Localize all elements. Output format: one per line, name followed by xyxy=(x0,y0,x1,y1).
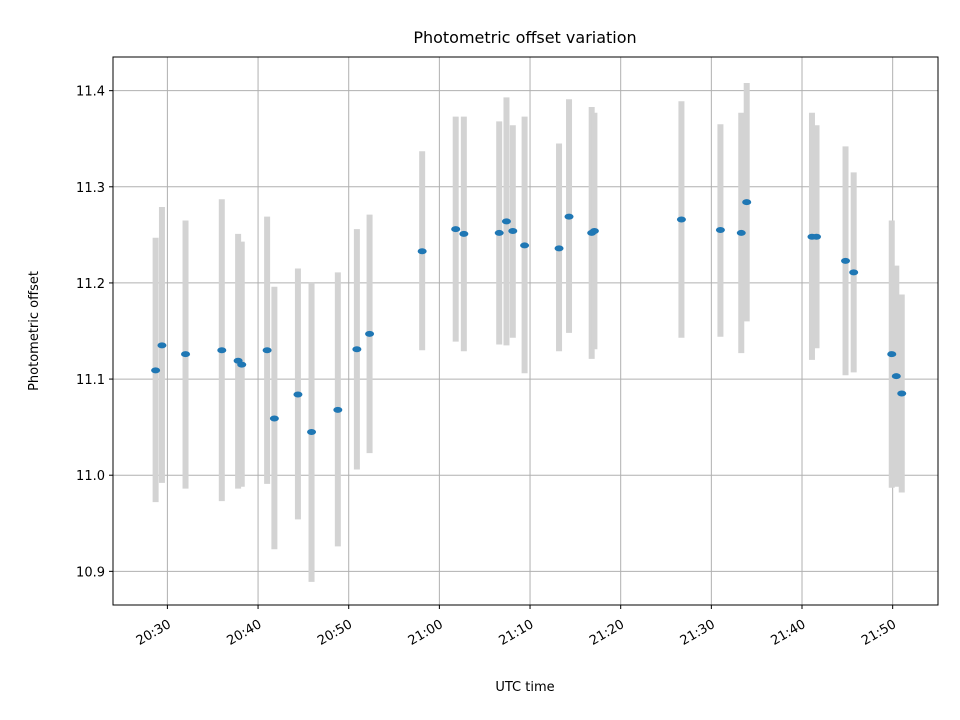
y-tick-label: 11.3 xyxy=(76,181,105,196)
data-point xyxy=(417,248,427,255)
x-tick-label: 21:00 xyxy=(406,617,446,649)
x-axis-label: UTC time xyxy=(495,680,554,695)
data-point xyxy=(237,361,247,368)
x-tick-label: 21:20 xyxy=(587,617,627,649)
x-tick-label: 21:40 xyxy=(768,617,808,649)
data-point xyxy=(812,233,822,240)
data-point xyxy=(459,230,469,237)
data-point xyxy=(217,347,227,354)
data-point xyxy=(269,415,279,422)
data-point xyxy=(715,227,725,234)
data-point xyxy=(451,226,461,233)
data-point xyxy=(676,216,686,223)
y-tick-label: 11.2 xyxy=(76,277,105,292)
data-point xyxy=(333,406,343,413)
data-point xyxy=(897,390,907,397)
data-point xyxy=(157,342,167,349)
data-point xyxy=(841,257,851,264)
data-point xyxy=(181,351,191,358)
data-point xyxy=(293,391,303,398)
data-point xyxy=(307,428,317,435)
y-tick-label: 11.4 xyxy=(76,85,105,100)
data-point xyxy=(589,228,599,235)
data-point xyxy=(742,199,752,206)
data-point xyxy=(564,213,574,220)
plot-frame xyxy=(112,56,939,606)
data-point xyxy=(554,245,564,252)
y-axis-label: Photometric offset xyxy=(27,271,42,391)
y-tick-label: 10.9 xyxy=(76,565,105,580)
data-point xyxy=(520,242,530,249)
data-point xyxy=(891,373,901,380)
x-axis-ticks: 20:30 20:40 20:50 21:00 21:10 21:20 21:30 21:40… xyxy=(134,605,899,649)
x-tick-label: 20:30 xyxy=(134,617,174,649)
x-tick-label: 20:50 xyxy=(315,617,355,649)
y-tick-label: 11.1 xyxy=(76,373,105,388)
data-point xyxy=(736,229,746,236)
data-point xyxy=(365,330,375,337)
error-bars xyxy=(152,82,905,582)
data-point xyxy=(887,351,897,358)
x-tick-label: 21:10 xyxy=(496,617,536,649)
data-points xyxy=(151,199,907,435)
data-point xyxy=(494,229,504,236)
y-axis-ticks: 10.9 11.0 11.1 11.2 11.3 11.4 xyxy=(76,85,113,580)
y-tick-label: 11.0 xyxy=(76,469,105,484)
x-tick-label: 21:30 xyxy=(678,617,718,649)
data-point xyxy=(508,228,518,235)
chart-title: Photometric offset variation xyxy=(413,28,636,47)
data-point xyxy=(849,269,859,276)
data-point xyxy=(151,367,161,374)
data-point xyxy=(352,346,362,353)
data-point xyxy=(501,218,511,225)
x-tick-label: 21:50 xyxy=(859,617,899,649)
data-point xyxy=(262,347,272,354)
x-tick-label: 20:40 xyxy=(225,617,265,649)
